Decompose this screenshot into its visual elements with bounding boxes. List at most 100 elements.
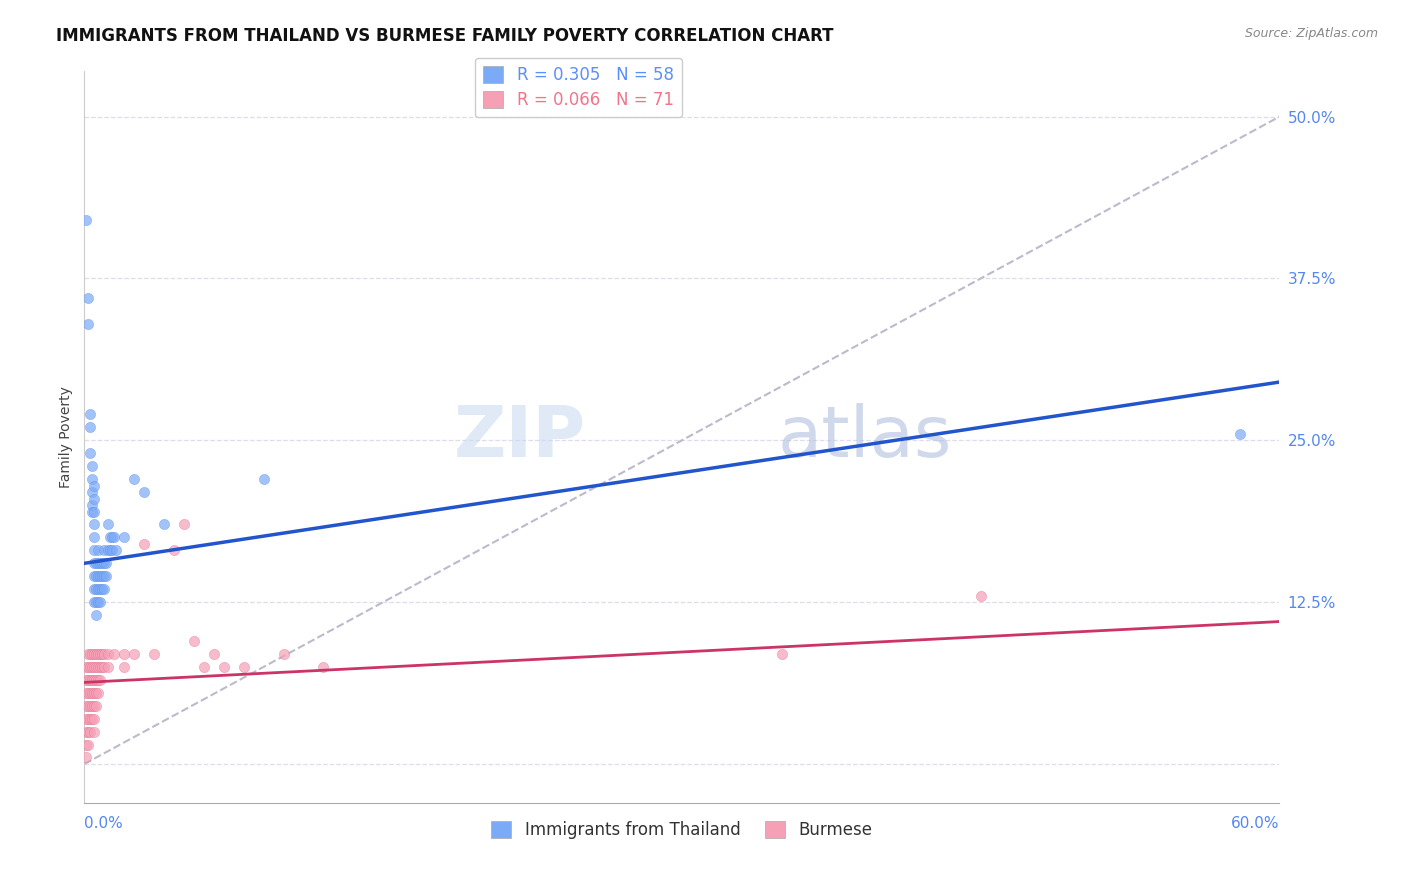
Point — [103, 647, 125, 661]
Point — [77, 724, 100, 739]
Point — [93, 569, 115, 583]
Point — [98, 543, 121, 558]
Point — [91, 582, 114, 597]
Point — [86, 647, 108, 661]
Point — [83, 647, 105, 661]
Point — [87, 647, 110, 661]
Point — [87, 660, 110, 674]
Point — [97, 660, 120, 674]
Point — [75, 673, 97, 687]
Point — [89, 660, 111, 674]
Point — [75, 724, 97, 739]
Text: 60.0%: 60.0% — [1232, 816, 1279, 830]
Point — [75, 686, 97, 700]
Point — [101, 543, 124, 558]
Point — [89, 647, 111, 661]
Point — [91, 557, 114, 571]
Point — [77, 673, 100, 687]
Point — [173, 517, 195, 532]
Point — [193, 660, 215, 674]
Point — [89, 595, 111, 609]
Point — [83, 724, 105, 739]
Point — [312, 660, 335, 674]
Text: 0.0%: 0.0% — [84, 816, 124, 830]
Point — [143, 647, 166, 661]
Point — [91, 660, 114, 674]
Point — [87, 673, 110, 687]
Point — [75, 738, 97, 752]
Point — [202, 647, 225, 661]
Point — [91, 647, 114, 661]
Point — [91, 569, 114, 583]
Point — [82, 698, 104, 713]
Point — [132, 485, 156, 500]
Point — [103, 530, 125, 544]
Point — [93, 647, 115, 661]
Point — [89, 673, 111, 687]
Point — [79, 660, 101, 674]
Text: atlas: atlas — [778, 402, 952, 472]
Point — [122, 472, 145, 486]
Point — [101, 530, 124, 544]
Point — [82, 472, 104, 486]
Point — [132, 537, 156, 551]
Point — [97, 647, 120, 661]
Point — [86, 595, 108, 609]
Point — [82, 673, 104, 687]
Point — [163, 543, 186, 558]
Point — [83, 517, 105, 532]
Point — [89, 557, 111, 571]
Y-axis label: Family Poverty: Family Poverty — [59, 386, 73, 488]
Point — [79, 712, 101, 726]
Point — [93, 557, 115, 571]
Point — [82, 712, 104, 726]
Point — [82, 485, 104, 500]
Legend: Immigrants from Thailand, Burmese: Immigrants from Thailand, Burmese — [485, 814, 879, 846]
Point — [77, 647, 100, 661]
Point — [75, 712, 97, 726]
Point — [83, 698, 105, 713]
Point — [96, 569, 118, 583]
Point — [83, 595, 105, 609]
Point — [79, 673, 101, 687]
Point — [273, 647, 295, 661]
Point — [86, 698, 108, 713]
Point — [77, 317, 100, 331]
Point — [83, 660, 105, 674]
Point — [183, 634, 205, 648]
Point — [89, 582, 111, 597]
Point — [96, 557, 118, 571]
Point — [82, 498, 104, 512]
Point — [87, 686, 110, 700]
Point — [87, 582, 110, 597]
Point — [83, 543, 105, 558]
Point — [77, 686, 100, 700]
Point — [82, 647, 104, 661]
Point — [87, 557, 110, 571]
Point — [82, 686, 104, 700]
Point — [83, 673, 105, 687]
Point — [112, 530, 135, 544]
Point — [1229, 426, 1251, 441]
Point — [77, 712, 100, 726]
Text: Source: ZipAtlas.com: Source: ZipAtlas.com — [1244, 27, 1378, 40]
Point — [89, 569, 111, 583]
Point — [79, 647, 101, 661]
Point — [83, 712, 105, 726]
Point — [87, 543, 110, 558]
Point — [83, 686, 105, 700]
Point — [79, 686, 101, 700]
Point — [83, 582, 105, 597]
Point — [79, 724, 101, 739]
Point — [97, 517, 120, 532]
Point — [770, 647, 793, 661]
Point — [153, 517, 176, 532]
Point — [77, 698, 100, 713]
Point — [77, 738, 100, 752]
Point — [82, 504, 104, 518]
Point — [83, 530, 105, 544]
Point — [79, 446, 101, 460]
Point — [105, 543, 128, 558]
Point — [212, 660, 235, 674]
Point — [79, 698, 101, 713]
